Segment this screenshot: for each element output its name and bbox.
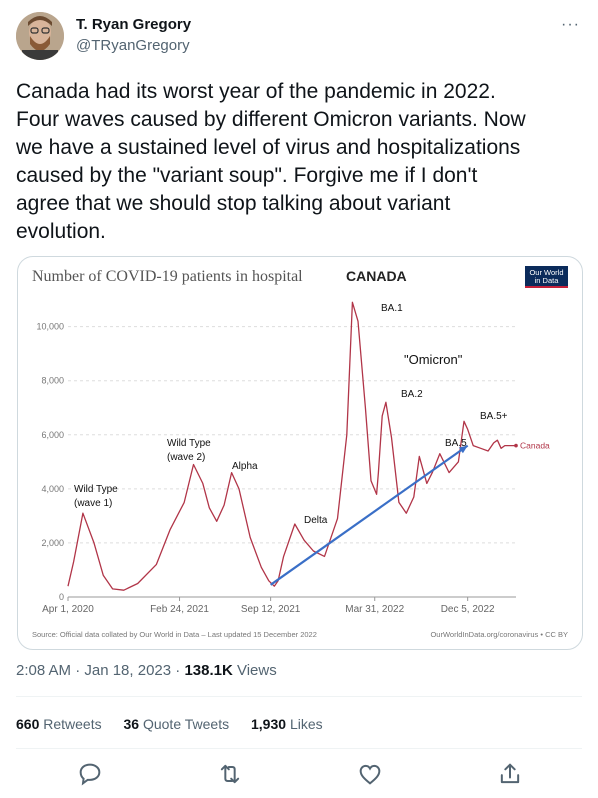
tweet-meta: 2:08 AM · Jan 18, 2023 · 138.1K Views [16,662,277,679]
divider [16,696,582,697]
series-line-canada [67,301,516,591]
tweet-text: Canada had its worst year of the pandemi… [16,80,526,243]
series-end-label: Canada [520,441,550,451]
retweets-stat[interactable]: 660 Retweets [16,716,102,732]
divider [16,748,582,749]
trend-arrow-head [458,445,468,454]
views-label: Views [232,662,277,679]
owid-logo-text-1: Our World [529,268,563,277]
tweet-header: T. Ryan Gregory @TRyanGregory ··· [16,12,582,62]
x-tick-label: Dec 5, 2022 [441,604,495,615]
y-tick-label: 0 [59,592,64,602]
chart-annotation: Alpha [232,461,258,472]
series-end-point [514,443,518,448]
chart-annotation: BA.1 [381,303,403,314]
chart-annotation: Wild Type (wave 1) [74,484,118,509]
quotes-count: 36 [123,716,140,732]
more-icon[interactable]: ··· [561,16,580,33]
chart-image[interactable]: Number of COVID-19 patients in hospital … [17,256,583,650]
avatar[interactable] [16,12,64,60]
likes-count: 1,930 [251,716,287,732]
y-tick-label: 10,000 [36,322,64,332]
likes-label: Likes [289,716,323,732]
chart-annotation: BA.5 [445,438,467,449]
chart-annotation: Wild Type (wave 2) [167,438,211,463]
tweet-stats: 660 Retweets 36 Quote Tweets 1,930 Likes [16,716,341,732]
reply-icon[interactable] [76,760,104,788]
owid-logo-text-2: in Data [535,276,560,285]
x-tick-label: Feb 24, 2021 [150,604,209,615]
tweet-time[interactable]: 2:08 AM · Jan 18, 2023 · [16,662,185,679]
chart-annotation: BA.2 [401,389,423,400]
y-tick-label: 6,000 [41,430,64,440]
chart-title: Number of COVID-19 patients in hospital [32,268,303,285]
y-tick-label: 4,000 [41,484,64,494]
chart-subtitle: CANADA [346,268,407,284]
x-tick-label: Sep 12, 2021 [241,604,301,615]
share-icon[interactable] [496,760,524,788]
y-tick-label: 8,000 [41,376,64,386]
retweets-label: Retweets [43,716,102,732]
author-handle[interactable]: @TRyanGregory [76,37,190,54]
chart-annotation: BA.5+ [480,411,508,422]
chart-source: Source: Official data collated by Our Wo… [32,630,317,639]
like-icon[interactable] [356,760,384,788]
likes-stat[interactable]: 1,930 Likes [251,716,323,732]
owid-logo: Our World in Data [525,266,568,288]
x-tick-label: Apr 1, 2020 [42,604,94,615]
author-name[interactable]: T. Ryan Gregory [76,16,192,33]
chart-footer: OurWorldInData.org/coronavirus • CC BY [430,630,568,639]
retweet-icon[interactable] [216,760,244,788]
trend-arrow-line [269,444,469,586]
x-tick-label: Mar 31, 2022 [345,604,404,615]
hospital-chart: Number of COVID-19 patients in hospital … [32,266,568,639]
chart-annotation: Delta [304,515,328,526]
y-tick-label: 2,000 [41,538,64,548]
retweets-count: 660 [16,716,40,732]
views-count: 138.1K [184,662,233,679]
quote-tweets-stat[interactable]: 36 Quote Tweets [124,716,230,732]
quotes-label: Quote Tweets [142,716,230,732]
tweet-actions [16,756,582,792]
chart-annotation: "Omicron" [404,352,463,367]
